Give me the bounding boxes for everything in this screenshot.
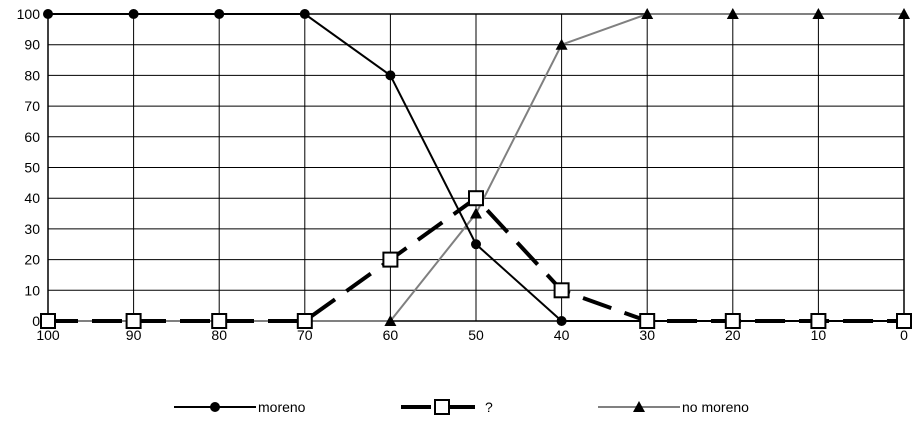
data-point [641, 8, 654, 19]
legend-label: no moreno [682, 399, 749, 415]
x-tick-label: 70 [297, 327, 313, 343]
data-point [471, 239, 481, 250]
data-point [555, 38, 568, 50]
y-tick-label: 0 [32, 313, 40, 329]
data-point [214, 9, 225, 19]
grid [47, 13, 905, 322]
data-point [724, 313, 741, 329]
data-point [40, 313, 56, 329]
legend-swatch-marker [210, 402, 220, 412]
data-point [556, 316, 567, 326]
x-tick-label: 80 [211, 327, 227, 343]
y-tick-label: 90 [24, 37, 40, 53]
data-point [726, 8, 739, 19]
x-tick-label: 30 [639, 327, 655, 343]
data-point [385, 70, 396, 81]
data-point [125, 313, 142, 329]
data-point [43, 9, 53, 19]
data-point [211, 313, 228, 329]
legend-item: moreno [174, 399, 306, 415]
x-tick-label: 50 [468, 327, 484, 343]
data-point [128, 9, 139, 19]
data-point [299, 9, 310, 19]
plot-frame [47, 13, 905, 322]
legend: moreno? no moreno [174, 399, 749, 415]
x-tick-label: 10 [811, 327, 827, 343]
data-point [384, 315, 397, 326]
data-point [470, 207, 482, 219]
data-point [898, 8, 910, 19]
y-tick-label: 80 [24, 67, 40, 83]
series-layer [40, 8, 912, 329]
y-tick-label: 100 [17, 6, 41, 22]
x-tick-label: 100 [36, 327, 60, 343]
y-tick-label: 70 [24, 98, 40, 114]
x-tick-label: 90 [126, 327, 142, 343]
data-point [382, 251, 399, 268]
legend-swatch-marker [633, 401, 645, 412]
data-point [468, 190, 484, 207]
y-tick-label: 50 [24, 160, 40, 176]
y-tick-label: 10 [24, 282, 40, 298]
data-point [553, 282, 570, 299]
data-point [896, 313, 912, 329]
data-point [296, 313, 313, 329]
y-tick-label: 40 [24, 190, 40, 206]
y-tick-label: 60 [24, 129, 40, 145]
legend-item: ? [401, 399, 493, 415]
y-tick-label: 30 [24, 221, 40, 237]
data-point [639, 313, 656, 329]
legend-item: no moreno [598, 399, 749, 415]
x-tick-label: 20 [725, 327, 741, 343]
data-point [810, 313, 827, 329]
x-tick-label: 0 [900, 327, 908, 343]
x-tick-label: 40 [554, 327, 570, 343]
series-markers [40, 190, 912, 329]
y-tick-label: 20 [24, 252, 40, 268]
x-tick-label: 60 [383, 327, 399, 343]
legend-label: ? [485, 399, 493, 415]
data-point [812, 8, 825, 19]
legend-label: moreno [258, 399, 306, 415]
legend-swatch-marker [434, 399, 450, 415]
